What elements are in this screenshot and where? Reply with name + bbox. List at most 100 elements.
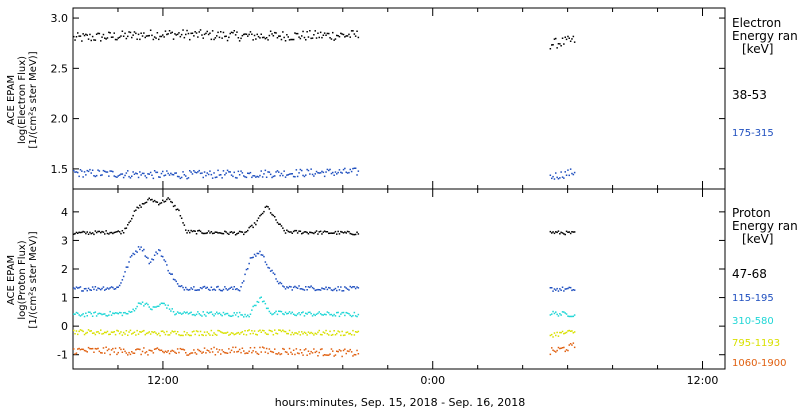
data-point	[182, 312, 184, 315]
data-point	[232, 346, 234, 349]
data-point	[221, 331, 223, 334]
data-point	[230, 31, 233, 34]
data-point	[79, 286, 82, 288]
data-point	[140, 353, 142, 356]
data-point	[319, 313, 322, 315]
data-point	[271, 33, 273, 35]
data-point	[102, 332, 105, 335]
data-point	[307, 36, 310, 38]
data-point	[183, 224, 186, 226]
data-point	[348, 333, 350, 335]
data-point	[162, 255, 164, 258]
data-point	[352, 167, 354, 170]
data-point	[261, 329, 264, 332]
data-point	[564, 171, 566, 173]
data-point	[149, 199, 152, 201]
data-point	[90, 289, 92, 291]
data-point	[352, 286, 354, 288]
data-point	[135, 209, 137, 211]
data-point	[302, 174, 304, 177]
data-point	[276, 313, 279, 316]
data-point	[207, 173, 210, 176]
data-point	[122, 275, 125, 278]
data-point	[164, 333, 167, 336]
data-point	[112, 331, 114, 334]
data-point	[152, 352, 155, 354]
data-point	[303, 315, 306, 317]
data-point	[136, 38, 138, 40]
data-point	[95, 33, 98, 35]
data-point	[201, 232, 203, 234]
data-point	[309, 173, 311, 175]
data-point	[336, 332, 338, 335]
data-point	[569, 168, 572, 170]
data-point	[329, 168, 331, 171]
data-point	[89, 311, 91, 313]
data-point	[170, 273, 172, 275]
data-point	[564, 332, 566, 334]
data-point	[171, 308, 173, 310]
data-point	[572, 342, 575, 344]
y-tick-label: 0	[61, 320, 68, 333]
data-point	[256, 300, 258, 303]
data-point	[211, 351, 214, 353]
data-point	[356, 286, 358, 288]
data-point	[311, 37, 314, 39]
data-point	[152, 331, 155, 334]
data-point	[178, 285, 180, 287]
data-point	[282, 174, 284, 177]
data-point	[310, 350, 312, 353]
data-point	[193, 330, 195, 332]
data-point	[274, 312, 276, 314]
data-point	[280, 225, 283, 227]
data-point	[236, 233, 238, 235]
data-point	[310, 331, 312, 334]
data-point	[193, 286, 195, 288]
data-point	[569, 232, 572, 235]
data-point	[166, 351, 168, 353]
data-point	[117, 286, 119, 288]
data-point	[353, 33, 356, 35]
data-point	[149, 333, 152, 335]
data-point	[121, 351, 124, 353]
data-point	[561, 286, 564, 288]
data-point	[122, 331, 125, 334]
data-point	[571, 289, 573, 292]
data-point	[238, 40, 241, 42]
data-point	[348, 289, 350, 291]
data-point	[252, 39, 254, 41]
data-point	[194, 314, 196, 317]
data-point	[180, 313, 183, 315]
data-point	[100, 40, 102, 42]
data-point	[186, 177, 188, 180]
data-point	[109, 287, 111, 289]
data-point	[551, 44, 553, 46]
data-point	[104, 37, 106, 39]
data-point	[292, 230, 295, 233]
data-point	[228, 36, 230, 39]
data-point	[345, 352, 347, 355]
data-point	[158, 38, 160, 41]
data-point	[342, 334, 345, 337]
data-point	[187, 313, 190, 315]
data-point	[186, 354, 188, 356]
data-point	[202, 232, 204, 235]
data-point	[220, 331, 222, 333]
data-point	[221, 232, 223, 235]
data-point	[549, 287, 552, 289]
data-point	[298, 172, 300, 174]
data-point	[265, 333, 268, 335]
data-point	[198, 349, 200, 352]
data-point	[214, 176, 217, 179]
data-point	[94, 175, 97, 178]
data-point	[73, 169, 75, 172]
proton-legend-entry-47-68: 47-68	[732, 267, 767, 281]
data-point	[149, 29, 152, 31]
data-point	[269, 312, 272, 314]
y-tick-label: 3.0	[51, 12, 69, 25]
data-point	[333, 313, 335, 316]
data-point	[552, 231, 554, 233]
data-point	[153, 331, 156, 333]
data-point	[86, 231, 88, 233]
data-point	[140, 331, 142, 333]
